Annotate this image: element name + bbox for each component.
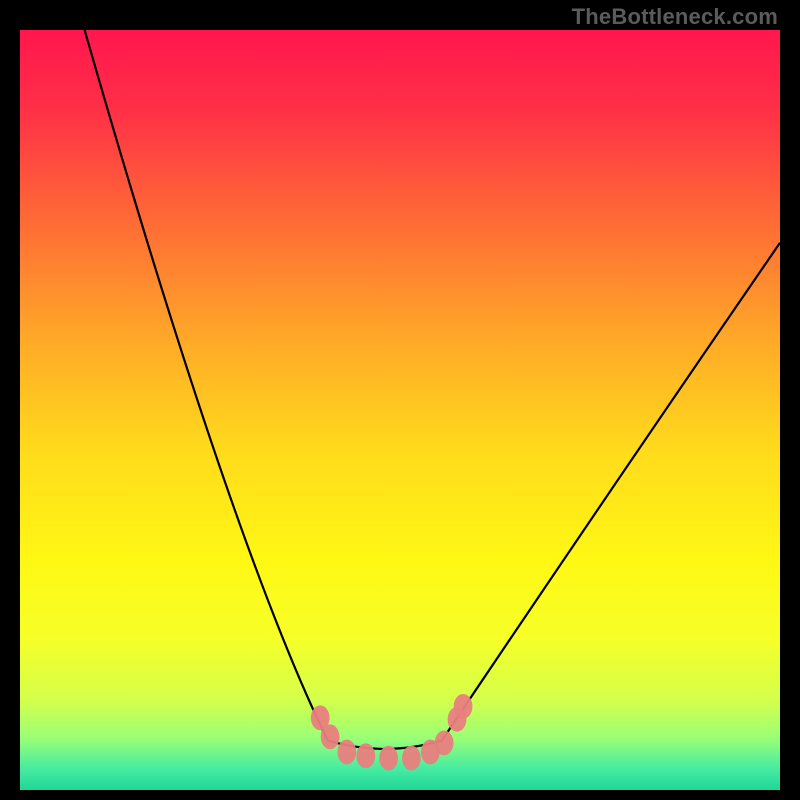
watermark-text: TheBottleneck.com: [572, 4, 778, 30]
chart-frame: TheBottleneck.com: [0, 0, 800, 800]
scatter-group: [311, 694, 472, 770]
valley-curve: [85, 30, 780, 749]
scatter-point: [357, 744, 375, 768]
scatter-point: [402, 746, 420, 770]
curve-layer: [20, 30, 780, 790]
scatter-point: [435, 731, 453, 755]
scatter-point: [380, 746, 398, 770]
scatter-point: [321, 725, 339, 749]
scatter-point: [454, 694, 472, 718]
plot-area: [20, 30, 780, 790]
scatter-point: [338, 740, 356, 764]
